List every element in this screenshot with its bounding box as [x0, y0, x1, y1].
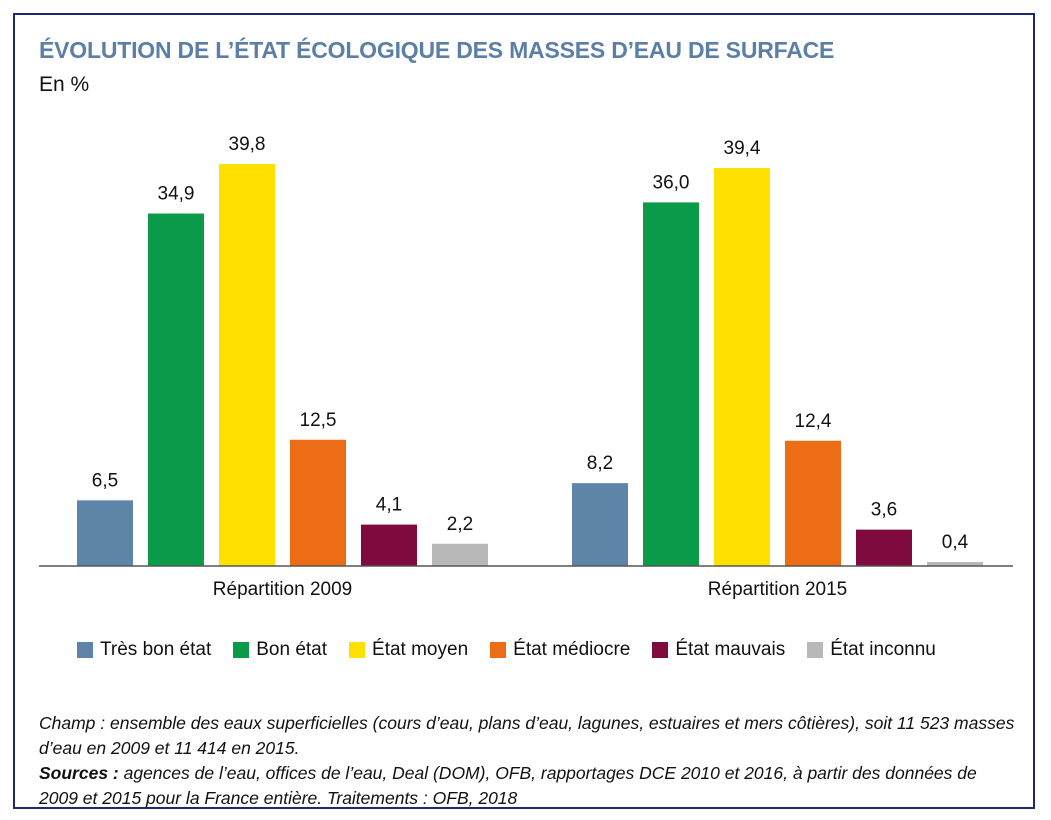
chart-title: ÉVOLUTION DE L’ÉTAT ÉCOLOGIQUE DES MASSE…	[39, 37, 835, 63]
bar	[572, 483, 628, 566]
legend-item: État inconnu	[807, 639, 936, 661]
legend-item: État médiocre	[490, 639, 630, 661]
legend-item: Très bon état	[77, 639, 211, 661]
legend-swatch	[652, 642, 669, 658]
bar-group-0: 6,5 34,9 39,8 12,5 4,1 2,2 Répartition 2009	[77, 134, 488, 600]
category-label: Répartition 2009	[213, 579, 352, 600]
chart-legend: Très bon état Bon état État moyen État médi…	[77, 638, 958, 662]
legend-label: État moyen	[372, 639, 469, 660]
legend-label: État inconnu	[830, 639, 936, 660]
data-label: 12,5	[300, 410, 337, 431]
bar	[290, 439, 346, 566]
legend-label: État mauvais	[675, 639, 786, 660]
bar	[714, 168, 770, 566]
data-label: 6,5	[92, 470, 118, 491]
data-label: 8,2	[587, 453, 613, 474]
bar	[432, 543, 488, 566]
data-label: 34,9	[158, 184, 195, 205]
note-sources-label: Sources :	[39, 763, 119, 783]
bar	[77, 500, 133, 566]
bar	[219, 164, 275, 566]
legend-swatch	[77, 642, 93, 658]
data-label: 4,1	[376, 495, 402, 516]
legend-item: Bon état	[233, 639, 327, 661]
data-label: 12,4	[795, 411, 832, 432]
data-label: 36,0	[653, 172, 690, 193]
bar-chart: 6,5 34,9 39,8 12,5 4,1 2,2 Répartition 2009 8,2…	[39, 134, 1013, 600]
legend-label: État médiocre	[513, 639, 631, 660]
legend-label: Bon état	[256, 639, 328, 660]
note-champ: Champ : ensemble des eaux superficielles…	[39, 713, 1015, 758]
data-label: 39,4	[724, 138, 761, 159]
note-sources: Sources : agences de l’eau, offices de l…	[39, 761, 1019, 811]
bar	[927, 561, 983, 566]
chart-notes: Champ : ensemble des eaux superficielles…	[39, 711, 1019, 811]
data-label: 0,4	[942, 532, 969, 553]
bar-group-1: 8,2 36,0 39,4 12,4 3,6 0,4 Répartition 2015	[572, 138, 983, 600]
chart-frame: ÉVOLUTION DE L’ÉTAT ÉCOLOGIQUE DES MASSE…	[13, 13, 1035, 809]
legend-swatch	[233, 642, 250, 658]
legend-item: État mauvais	[652, 639, 785, 661]
legend-label: Très bon état	[100, 639, 212, 660]
bar	[148, 213, 204, 566]
bar	[643, 202, 699, 566]
bar	[361, 524, 417, 566]
category-label: Répartition 2015	[708, 579, 847, 600]
bar	[785, 440, 841, 566]
legend-item: État moyen	[349, 639, 468, 661]
note-sources-text: agences de l’eau, offices de l’eau, Deal…	[39, 763, 977, 808]
legend-swatch	[490, 642, 507, 658]
data-label: 39,8	[229, 134, 266, 155]
data-label: 3,6	[871, 500, 897, 521]
legend-swatch	[807, 642, 824, 658]
bar	[856, 529, 912, 566]
legend-swatch	[349, 642, 366, 658]
chart-subtitle: En %	[39, 73, 90, 96]
data-label: 2,2	[447, 514, 473, 535]
